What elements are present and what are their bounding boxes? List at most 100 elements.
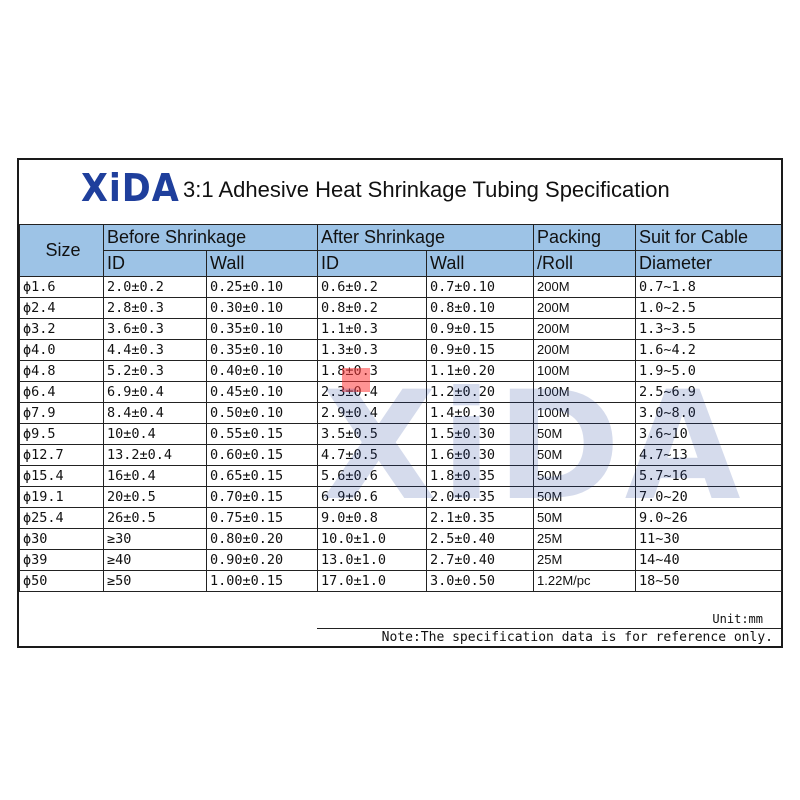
cell-before-id: 3.6±0.3 [103,318,207,340]
cell-after-wall: 2.5±0.40 [425,528,535,550]
cell-cable-diameter: 4.7~13 [635,444,783,466]
cell-after-wall: 1.8±0.35 [425,465,535,487]
cell-before-id: ≥30 [103,528,207,550]
cell-packing: 200M [533,276,637,298]
cell-before-id: 16±0.4 [103,465,207,487]
cell-after-id: 5.6±0.6 [317,465,427,487]
reference-note: Note:The specification data is for refer… [381,630,773,645]
cell-after-wall: 1.4±0.30 [425,402,535,424]
cell-after-wall: 1.1±0.20 [425,360,535,382]
cell-packing: 100M [533,402,637,424]
cell-cable-diameter: 2.5~6.9 [635,381,783,403]
cell-before-wall: 0.35±0.10 [206,318,318,340]
cell-cable-diameter: 7.0~20 [635,486,783,508]
cell-packing: 100M [533,381,637,403]
cell-cable-diameter: 9.0~26 [635,507,783,529]
cell-packing: 50M [533,486,637,508]
cell-before-id: 6.9±0.4 [103,381,207,403]
table-row: ϕ12.7 13.2±0.4 0.60±0.15 4.7±0.5 1.6±0.30 50M… [19,444,783,466]
xida-logo: XiDA [81,166,180,210]
cell-after-wall: 0.9±0.15 [425,318,535,340]
cell-size: ϕ3.2 [19,318,104,340]
cell-before-wall: 0.55±0.15 [206,423,318,445]
spec-table-body: ϕ1.6 2.0±0.2 0.25±0.10 0.6±0.2 0.7±0.10 200M 0… [19,276,783,592]
cell-size: ϕ7.9 [19,402,104,424]
cell-after-wall: 2.1±0.35 [425,507,535,529]
cell-after-id: 2.3±0.4 [317,381,427,403]
cell-after-id: 1.3±0.3 [317,339,427,361]
header-packing: Packing [533,224,637,251]
cell-cable-diameter: 11~30 [635,528,783,550]
cell-packing: 100M [533,360,637,382]
table-row: ϕ25.4 26±0.5 0.75±0.15 9.0±0.8 2.1±0.35 50M 9.… [19,507,783,529]
cell-before-wall: 1.00±0.15 [206,570,318,592]
cell-before-wall: 0.60±0.15 [206,444,318,466]
header-before-wall: Wall [206,250,318,277]
cell-cable-diameter: 1.9~5.0 [635,360,783,382]
table-row: ϕ1.6 2.0±0.2 0.25±0.10 0.6±0.2 0.7±0.10 200M 0… [19,276,783,298]
cell-packing: 1.22M/pc [533,570,637,592]
cell-packing: 50M [533,507,637,529]
cell-after-wall: 3.0±0.50 [425,570,535,592]
cell-before-id: 26±0.5 [103,507,207,529]
cell-cable-diameter: 1.0~2.5 [635,297,783,319]
cell-after-id: 10.0±1.0 [317,528,427,550]
header-suit-for-cable: Suit for Cable [635,224,783,251]
cell-before-wall: 0.80±0.20 [206,528,318,550]
cell-after-wall: 1.6±0.30 [425,444,535,466]
cell-after-id: 17.0±1.0 [317,570,427,592]
header-before-id: ID [103,250,207,277]
cell-packing: 50M [533,465,637,487]
cell-size: ϕ25.4 [19,507,104,529]
watermark-dot [342,368,370,392]
cell-after-wall: 1.2±0.20 [425,381,535,403]
cell-before-id: ≥40 [103,549,207,571]
cell-after-wall: 0.8±0.10 [425,297,535,319]
cell-size: ϕ19.1 [19,486,104,508]
header-after-wall: Wall [425,250,535,277]
cell-packing: 25M [533,528,637,550]
header-before-shrinkage: Before Shrinkage [103,224,318,251]
cell-packing: 50M [533,444,637,466]
cell-size: ϕ50 [19,570,104,592]
cell-packing: 200M [533,297,637,319]
cell-packing: 25M [533,549,637,571]
cell-after-id: 4.7±0.5 [317,444,427,466]
cell-size: ϕ2.4 [19,297,104,319]
table-row: ϕ30 ≥30 0.80±0.20 10.0±1.0 2.5±0.40 25M 11~30 [19,528,783,550]
cell-after-id: 13.0±1.0 [317,549,427,571]
cell-packing: 200M [533,339,637,361]
cell-before-id: 2.0±0.2 [103,276,207,298]
cell-size: ϕ12.7 [19,444,104,466]
unit-label: Unit:mm [712,612,763,626]
cell-size: ϕ30 [19,528,104,550]
cell-packing: 50M [533,423,637,445]
cell-before-wall: 0.45±0.10 [206,381,318,403]
table-row: ϕ4.85.2±0.30.40±0.101.8±0.31.1±0.20100M1… [19,360,783,382]
cell-after-wall: 0.9±0.15 [425,339,535,361]
cell-after-id: 0.8±0.2 [317,297,427,319]
cell-after-id: 3.5±0.5 [317,423,427,445]
header-size: Size [19,224,104,277]
header-diameter: Diameter [635,250,783,277]
cell-after-id: 1.8±0.3 [317,360,427,382]
table-row: ϕ6.4 6.9±0.4 0.45±0.10 2.3±0.4 1.2±0.20 100M 2… [19,381,783,403]
cell-after-id: 2.9±0.4 [317,402,427,424]
header-after-shrinkage: After Shrinkage [316,224,535,251]
cell-before-wall: 0.70±0.15 [206,486,318,508]
cell-before-id: 5.2±0.3 [103,360,207,382]
cell-size: ϕ39 [19,549,104,571]
table-row: ϕ15.4 16±0.4 0.65±0.15 5.6±0.6 1.8±0.35 50M 5.… [19,465,783,487]
cell-before-id: 8.4±0.4 [103,402,207,424]
spec-table: Size Before Shrinkage After Shrinkage Pa… [19,224,783,592]
cell-before-wall: 0.75±0.15 [206,507,318,529]
cell-before-id: 10±0.4 [103,423,207,445]
spec-sheet: XiDA 3:1 Adhesive Heat Shrinkage Tubing … [17,158,783,648]
cell-cable-diameter: 5.7~16 [635,465,783,487]
cell-after-wall: 0.7±0.10 [425,276,535,298]
table-row: ϕ4.0 4.4±0.3 0.35±0.10 1.3±0.3 0.9±0.15 200M 1… [19,339,783,361]
cell-before-id: ≥50 [103,570,207,592]
table-footer: Unit:mm Note:The specification data is f… [19,609,781,646]
title-bar: XiDA 3:1 Adhesive Heat Shrinkage Tubing … [19,160,781,224]
cell-before-id: 13.2±0.4 [103,444,207,466]
